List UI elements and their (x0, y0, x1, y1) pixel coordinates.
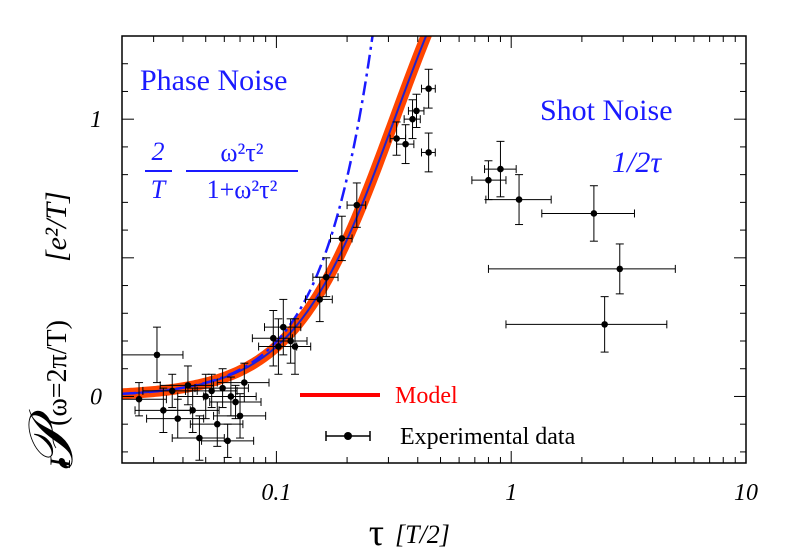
data-point (505, 296, 668, 353)
data-point (421, 132, 436, 173)
data-marker (227, 393, 235, 400)
phase-noise-expr-num: ω²τ² (220, 138, 263, 167)
data-marker (590, 210, 598, 217)
data-marker (219, 384, 226, 392)
data-marker (287, 337, 294, 345)
x-tick-label: 0.1 (261, 480, 291, 506)
shot-noise-title: Shot Noise (540, 94, 673, 127)
data-point (142, 373, 198, 409)
data-marker (322, 273, 330, 281)
data-marker (485, 176, 492, 184)
phase-noise-frac-den: T (151, 175, 167, 204)
data-point (194, 368, 249, 409)
data-marker (189, 407, 196, 414)
data-point (389, 121, 407, 156)
data-point (216, 362, 270, 403)
data-point (485, 174, 552, 226)
data-point (189, 401, 244, 447)
axis-ticks: 0.1 1 10 0 1 (90, 35, 758, 506)
data-point (304, 276, 333, 323)
data-marker (515, 196, 523, 203)
y-axis-label-unit: [e²/T] (40, 191, 73, 262)
data-marker (153, 351, 161, 359)
data-point (487, 243, 676, 295)
plot-area (122, 36, 676, 461)
data-marker (291, 343, 299, 350)
plot-frame (121, 35, 747, 464)
data-point (330, 215, 353, 262)
model-curve-inner (122, 36, 428, 395)
data-marker (241, 379, 248, 386)
data-marker (213, 420, 221, 428)
data-marker (168, 387, 176, 395)
x-axis-label-unit: [T/2] (395, 520, 450, 549)
data-marker (232, 398, 239, 406)
data-point (122, 326, 184, 384)
data-point (159, 365, 215, 406)
legend-data-marker (344, 432, 352, 440)
data-marker (353, 201, 361, 209)
y-tick-label: 0 (90, 384, 102, 410)
x-tick-label: 10 (734, 480, 758, 506)
data-point (541, 185, 635, 242)
phase-noise-expr-den: 1+ω²τ² (207, 175, 278, 204)
y-tick-label: 1 (90, 107, 102, 133)
data-point (201, 423, 255, 458)
data-marker (601, 321, 608, 328)
data-marker (174, 415, 182, 422)
phase-noise-title: Phase Noise (140, 64, 287, 97)
data-point (209, 384, 262, 420)
data-point (272, 318, 308, 364)
legend-data-label: Experimental data (400, 424, 576, 450)
data-marker (425, 149, 432, 156)
data-marker (338, 235, 346, 242)
x-axis-label-main: τ (369, 512, 384, 554)
y-axis-label-sub: (ω=2π/T) (42, 320, 73, 426)
legend-model-label: Model (395, 383, 458, 409)
shot-noise-expr: 1/2τ (612, 146, 662, 179)
phase-noise-frac-num: 2 (152, 137, 165, 166)
data-point (213, 393, 267, 439)
x-axis-label: τ [T/2] (369, 512, 450, 554)
data-point (277, 318, 312, 375)
data-marker (316, 296, 324, 303)
data-marker (208, 387, 215, 395)
data-marker (616, 265, 624, 273)
data-marker (135, 395, 143, 403)
data-point (484, 140, 517, 198)
data-point (421, 68, 436, 109)
data-point (407, 93, 425, 128)
data-point (346, 182, 367, 228)
data-point (396, 124, 415, 165)
data-point (312, 257, 339, 298)
data-marker (409, 115, 416, 123)
data-point (403, 99, 421, 140)
y-axis-label-sub-i: I (44, 456, 77, 469)
x-tick-label: 1 (505, 480, 517, 506)
data-marker (402, 140, 409, 148)
data-marker (497, 165, 504, 173)
data-point (162, 387, 220, 433)
data-marker (413, 107, 420, 115)
data-marker (224, 437, 231, 445)
y-axis-label: 𝒫 I (ω=2π/T) [e²/T] (18, 191, 86, 470)
data-marker (279, 323, 287, 331)
data-marker (236, 412, 244, 420)
data-marker (393, 135, 400, 142)
data-marker (425, 85, 432, 92)
data-marker (184, 382, 192, 389)
